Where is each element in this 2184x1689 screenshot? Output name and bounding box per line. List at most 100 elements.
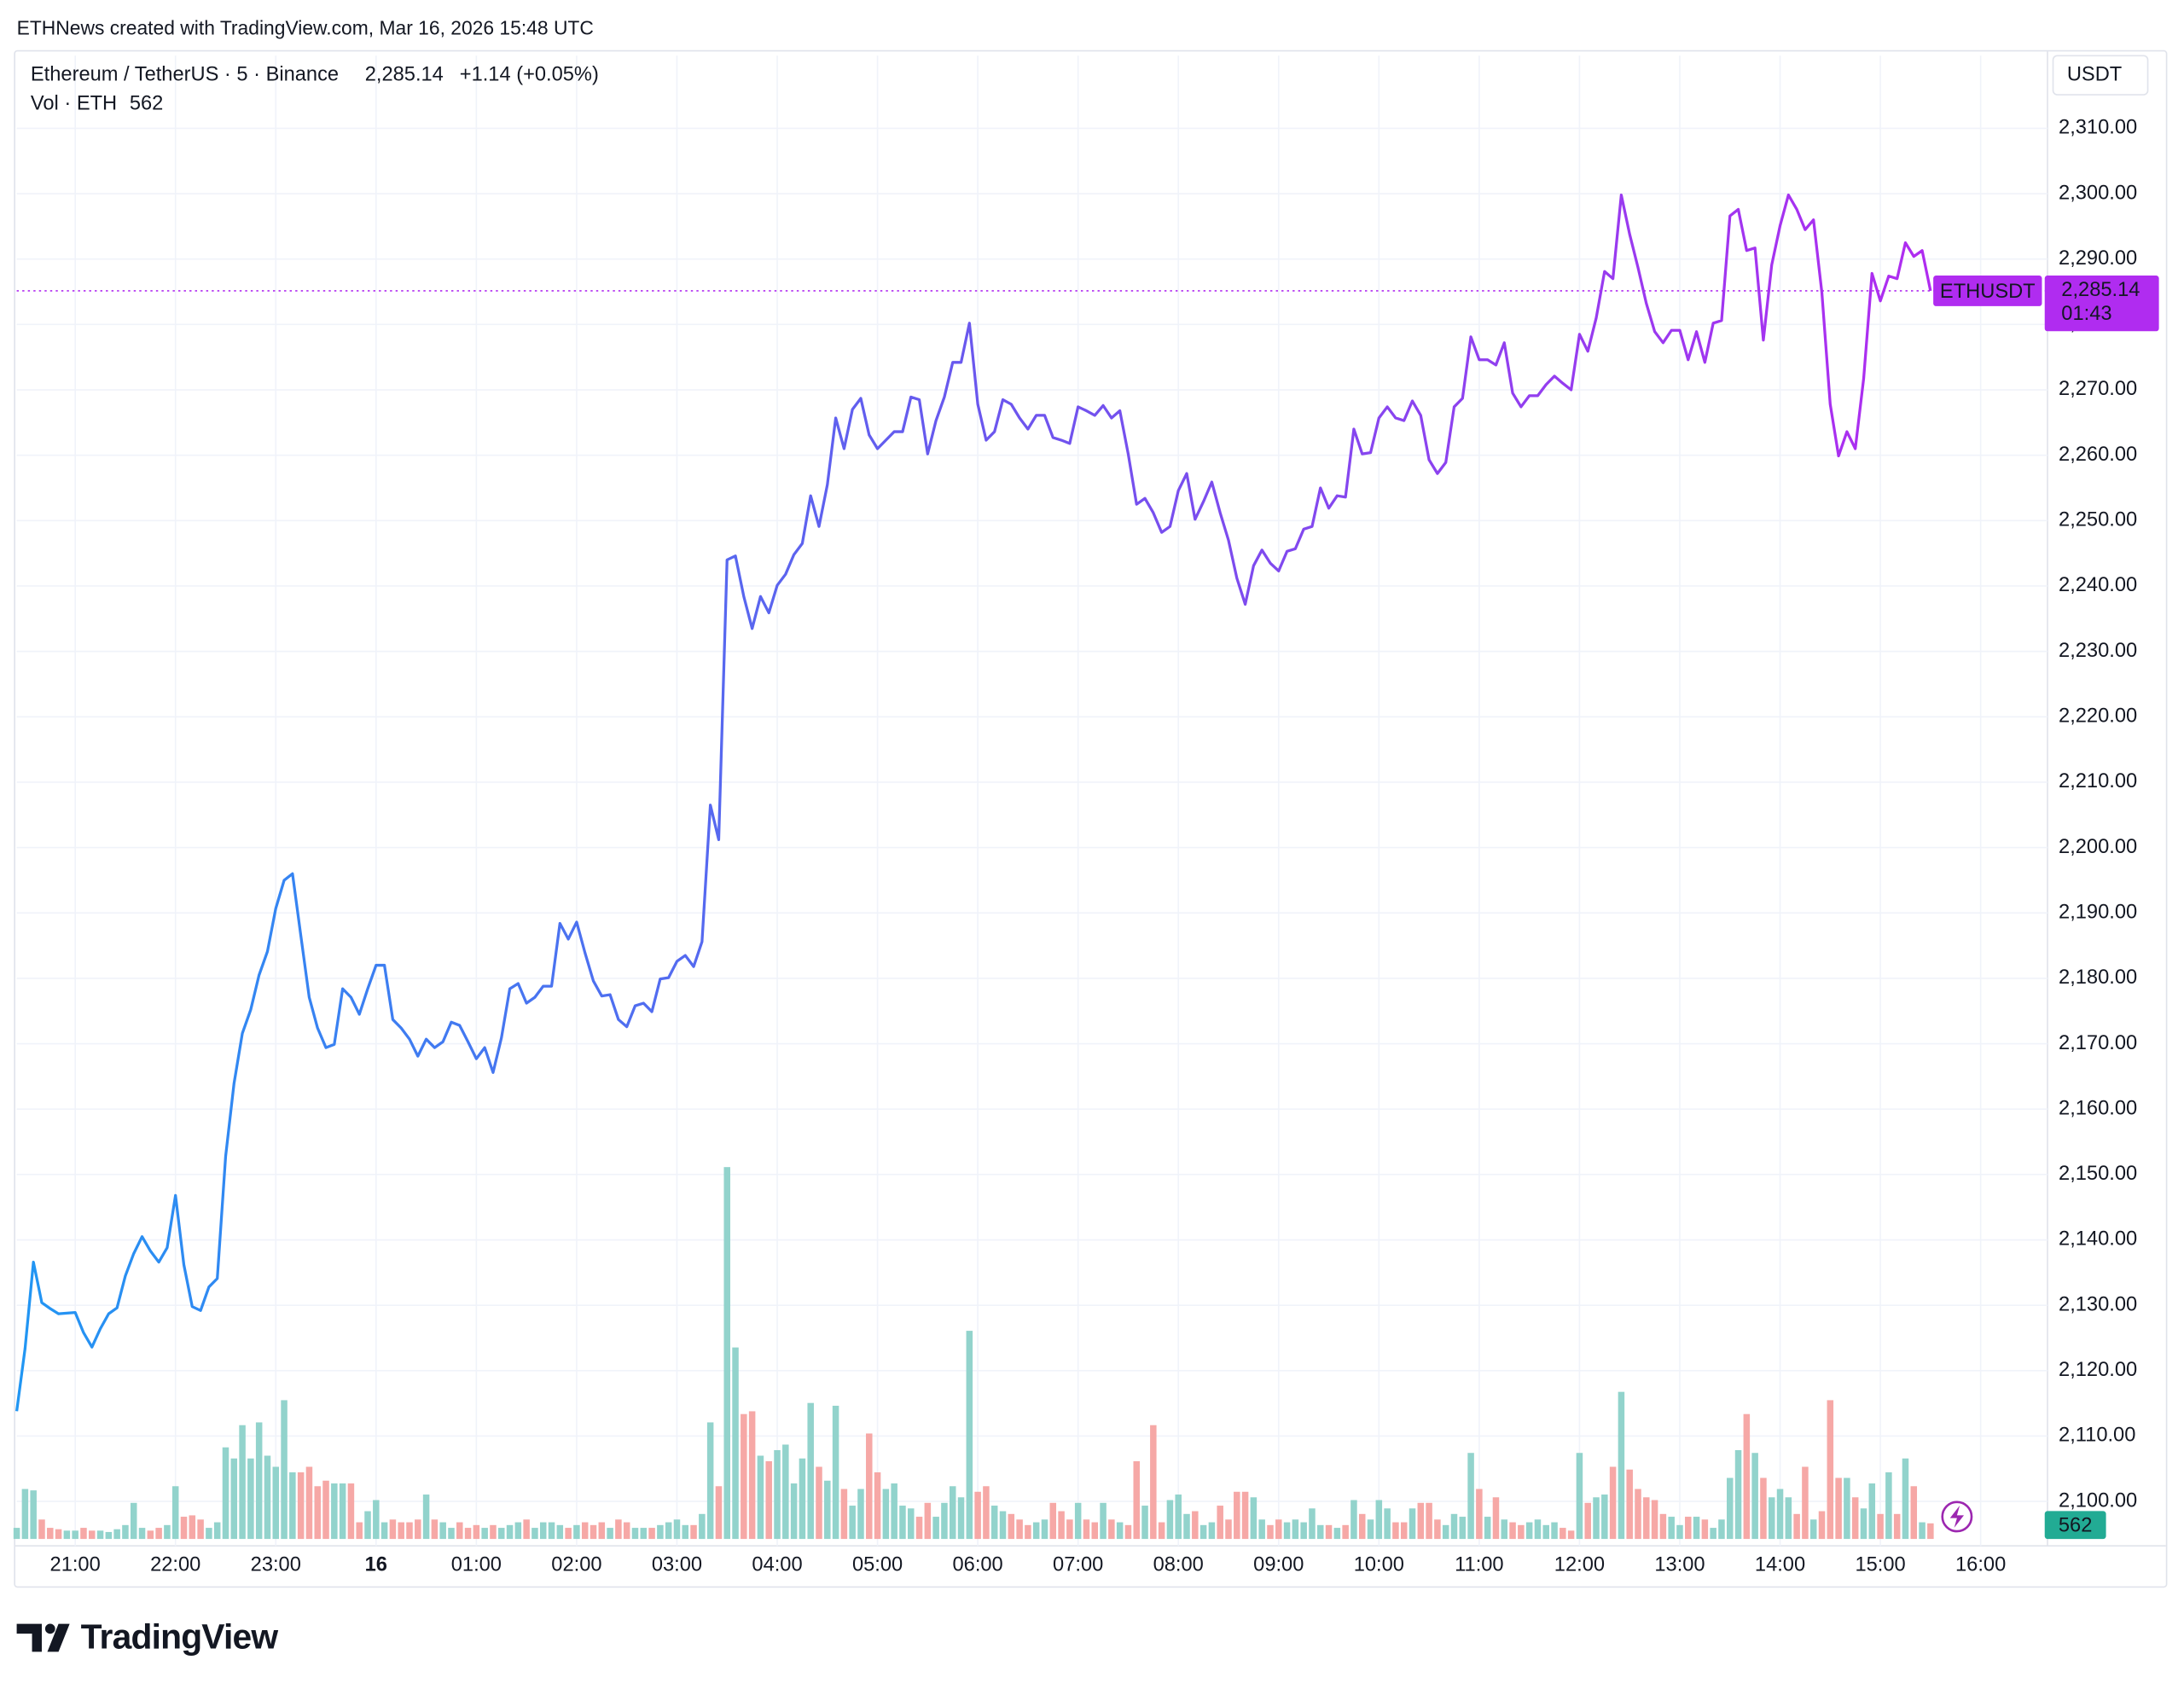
volume-bar <box>1426 1502 1432 1540</box>
chart-frame <box>14 49 2168 1588</box>
volume-bar <box>1785 1497 1792 1540</box>
volume-bar <box>398 1522 404 1540</box>
volume-bar <box>816 1466 822 1540</box>
volume-bar <box>1250 1497 1258 1540</box>
volume-bar <box>1651 1500 1658 1540</box>
volume-bar <box>1676 1524 1683 1540</box>
volume-bar <box>339 1483 346 1540</box>
volume-bar <box>1643 1497 1650 1540</box>
volume-bar <box>1008 1513 1015 1540</box>
y-tick-label: 2,310.00 <box>2059 117 2137 139</box>
volume-bar <box>849 1506 856 1540</box>
volume-bar <box>331 1483 338 1540</box>
volume-bar <box>799 1458 806 1540</box>
volume-bar <box>1275 1519 1282 1540</box>
volume-bar <box>1567 1530 1575 1540</box>
x-tick-label: 12:00 <box>1554 1553 1605 1576</box>
volume-bar <box>565 1528 572 1540</box>
grid <box>16 55 2048 1547</box>
legend: Ethereum / TetherUS · 5 · Binance 2,285.… <box>31 63 599 114</box>
volume-bar <box>1501 1519 1508 1540</box>
volume-bar <box>264 1455 271 1540</box>
y-tick-label: 2,170.00 <box>2059 1032 2137 1054</box>
replay-icon[interactable] <box>1941 1500 1973 1533</box>
volume-bar <box>974 1491 981 1540</box>
volume-bar <box>915 1517 923 1540</box>
volume-bar <box>807 1402 814 1540</box>
y-tick-label: 2,200.00 <box>2059 836 2137 858</box>
symbol-tag-label: ETHUSDT <box>1940 281 2036 303</box>
volume-bar <box>1726 1477 1734 1540</box>
volume-bar <box>631 1528 639 1540</box>
x-tick-label: 06:00 <box>953 1553 1003 1576</box>
volume-bar <box>1835 1477 1842 1540</box>
volume-bar <box>80 1528 87 1540</box>
x-tick-label: 16 <box>365 1553 387 1576</box>
volume-bar <box>1902 1458 1909 1540</box>
volume-bar <box>1685 1517 1692 1540</box>
volume-bar <box>1074 1502 1082 1540</box>
volume-bar <box>673 1519 681 1540</box>
volume-bar <box>1576 1453 1583 1540</box>
volume-bar <box>1016 1519 1023 1540</box>
volume-bar <box>715 1486 723 1540</box>
currency-box[interactable] <box>2052 55 2149 96</box>
volume-bar <box>1234 1491 1240 1540</box>
volume-bar <box>581 1522 589 1540</box>
volume-bar <box>63 1530 71 1540</box>
volume-bar <box>874 1472 881 1540</box>
volume-bar <box>155 1528 162 1540</box>
volume-bar <box>1534 1519 1542 1540</box>
volume-bar <box>1041 1519 1048 1540</box>
volume-bar <box>1635 1489 1641 1540</box>
volume-bar <box>122 1524 129 1540</box>
volume-bar <box>1601 1495 1608 1540</box>
volume-bar <box>1350 1500 1357 1540</box>
volume-bar <box>1100 1502 1107 1540</box>
volume-bar <box>406 1522 413 1540</box>
volume-bar <box>1718 1519 1725 1540</box>
volume-bar <box>790 1483 798 1540</box>
volume-bar <box>373 1500 380 1540</box>
x-tick-label: 02:00 <box>551 1553 601 1576</box>
volume-bar <box>556 1524 564 1540</box>
volume-bar <box>1175 1495 1182 1540</box>
y-tick-label: 2,250.00 <box>2059 509 2137 531</box>
volume-bar <box>498 1528 505 1540</box>
volume-bar <box>941 1502 948 1540</box>
volume-bar <box>1400 1522 1408 1540</box>
volume-bar <box>297 1472 305 1540</box>
volume-bar <box>514 1522 522 1540</box>
volume-bar <box>1049 1502 1057 1540</box>
volume-bar <box>55 1529 62 1540</box>
volume-bar <box>431 1519 439 1540</box>
x-tick-label: 15:00 <box>1855 1553 1905 1576</box>
volume-bar <box>866 1433 873 1540</box>
volume-bar <box>1300 1522 1307 1540</box>
y-tick-label: 2,140.00 <box>2059 1228 2137 1251</box>
volume-bar <box>189 1515 196 1540</box>
volume-bar <box>272 1466 280 1540</box>
volume-bar <box>1626 1469 1633 1540</box>
volume-bar <box>130 1502 137 1540</box>
volume-bar <box>380 1522 388 1540</box>
x-tick-label: 23:00 <box>251 1553 301 1576</box>
volume-bar <box>949 1486 956 1540</box>
volume-bar <box>891 1483 897 1540</box>
volume-bar <box>1091 1522 1099 1540</box>
volume-bar <box>1893 1513 1901 1540</box>
volume-bar <box>1542 1524 1549 1540</box>
volume-bar <box>573 1524 580 1540</box>
volume-bar <box>1283 1522 1291 1540</box>
volume-bar <box>47 1528 54 1540</box>
volume-bar <box>857 1489 864 1540</box>
volume-bar <box>1751 1453 1758 1540</box>
volume-bar <box>1760 1477 1767 1540</box>
legend-volume: 562 <box>130 93 163 115</box>
volume-bar <box>1818 1511 1826 1540</box>
volume-bar <box>1116 1522 1124 1540</box>
x-tick-label: 01:00 <box>451 1553 502 1576</box>
volume-bar <box>197 1519 204 1540</box>
volume-bar <box>1083 1519 1090 1540</box>
